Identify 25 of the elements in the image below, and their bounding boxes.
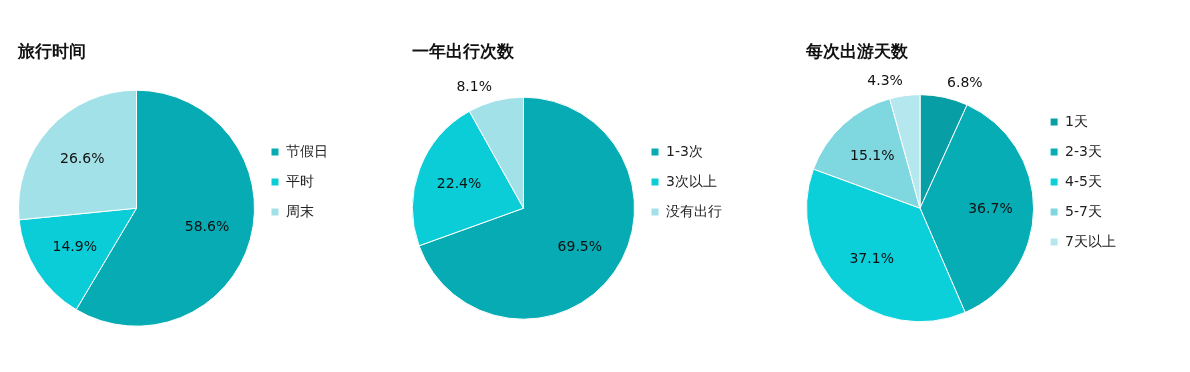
data-label: 58.6% — [184, 218, 230, 235]
legend-label: 周末 — [286, 202, 314, 219]
data-label: 22.4% — [436, 174, 482, 191]
legend-label: 2-3天 — [1065, 142, 1102, 159]
data-label: 14.9% — [52, 238, 98, 255]
data-label: 37.1% — [849, 250, 894, 267]
chart-title: 旅行时间 — [17, 40, 86, 61]
data-label: 8.1% — [456, 77, 493, 94]
legend-label: 7天以上 — [1065, 232, 1117, 249]
data-label: 4.3% — [867, 72, 903, 89]
data-label: 6.8% — [947, 74, 983, 91]
legend-label: 节假日 — [286, 142, 328, 159]
legend-label: 5-7天 — [1065, 202, 1102, 219]
legend-label: 3次以上 — [666, 172, 717, 189]
data-label: 26.6% — [60, 149, 105, 166]
chart-title: 一年出行次数 — [412, 40, 515, 61]
legend-label: 没有出行 — [666, 202, 722, 219]
legend-label: 平时 — [286, 172, 314, 189]
legend-label: 1-3次 — [666, 142, 703, 159]
data-label: 69.5% — [557, 238, 603, 255]
legend-label: 1天 — [1065, 112, 1089, 129]
data-label: 15.1% — [850, 147, 895, 164]
legend-label: 4-5天 — [1065, 172, 1102, 189]
chart-title: 每次出游天数 — [805, 40, 909, 61]
data-label: 36.7% — [968, 199, 1013, 216]
